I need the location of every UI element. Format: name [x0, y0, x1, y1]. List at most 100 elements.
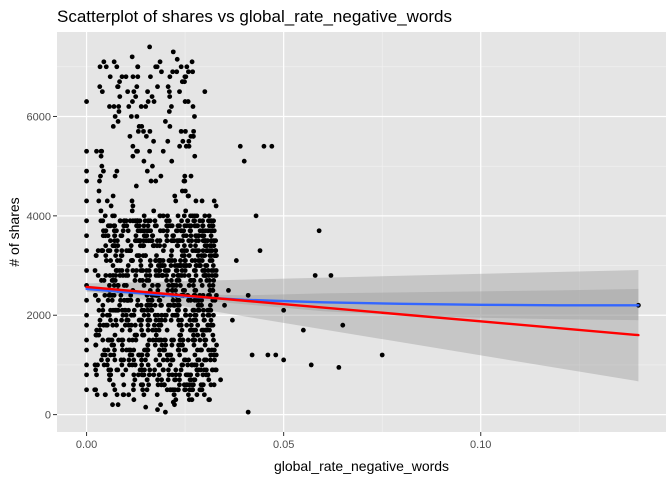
- data-point: [148, 74, 153, 80]
- data-point: [108, 258, 114, 263]
- data-point: [209, 223, 215, 229]
- data-point: [98, 148, 104, 154]
- trend-lines: [85, 285, 640, 337]
- data-point: [198, 278, 203, 283]
- data-point: [191, 307, 197, 313]
- data-point: [164, 238, 170, 244]
- data-point: [117, 302, 122, 308]
- data-point: [107, 283, 112, 288]
- data-point: [214, 292, 219, 298]
- data-point: [150, 243, 156, 249]
- data-point: [185, 218, 190, 224]
- data-point: [145, 297, 151, 303]
- data-point: [125, 228, 131, 234]
- data-point: [157, 243, 163, 249]
- data-point: [113, 317, 119, 323]
- data-point: [211, 198, 217, 204]
- data-point: [168, 317, 174, 323]
- data-point: [119, 362, 125, 368]
- data-point: [160, 357, 166, 363]
- data-point: [131, 89, 137, 95]
- data-point: [139, 327, 145, 333]
- data-point: [110, 213, 116, 219]
- data-point: [113, 253, 119, 259]
- data-point: [118, 297, 123, 303]
- data-point: [141, 372, 147, 378]
- data-point: [109, 342, 115, 348]
- data-point: [186, 253, 192, 259]
- data-point: [139, 307, 145, 313]
- data-point: [214, 342, 219, 348]
- data-point: [84, 268, 89, 273]
- data-point: [192, 223, 198, 229]
- data-point: [101, 362, 107, 368]
- data-point: [130, 218, 136, 224]
- data-point: [179, 327, 185, 333]
- data-point: [97, 327, 103, 333]
- data-point: [209, 367, 215, 373]
- data-point: [183, 312, 189, 318]
- data-point: [202, 243, 208, 249]
- data-point: [207, 397, 212, 403]
- data-point: [157, 352, 163, 358]
- data-point: [245, 409, 251, 415]
- data-point: [196, 357, 202, 363]
- data-point: [100, 307, 106, 313]
- data-point: [110, 402, 115, 408]
- data-point: [156, 317, 162, 323]
- data-point: [213, 238, 219, 244]
- data-point: [257, 248, 263, 254]
- data-point: [117, 94, 123, 99]
- data-point: [154, 392, 160, 398]
- data-point: [153, 337, 159, 343]
- data-point: [173, 287, 178, 293]
- x-axis-title: global_rate_negative_words: [274, 458, 449, 474]
- data-point: [191, 337, 197, 343]
- data-point: [119, 342, 125, 348]
- data-point: [125, 317, 131, 323]
- data-point: [162, 243, 167, 249]
- data-point: [158, 322, 164, 328]
- data-point: [213, 248, 219, 254]
- data-point: [212, 253, 217, 259]
- data-point: [156, 362, 162, 368]
- data-point: [131, 347, 137, 353]
- data-point: [150, 283, 155, 288]
- data-point: [134, 302, 140, 308]
- data-point: [147, 218, 153, 224]
- data-point: [202, 268, 208, 273]
- data-point: [208, 317, 214, 323]
- data-point: [195, 297, 201, 303]
- data-point: [153, 178, 159, 184]
- data-point: [141, 332, 147, 338]
- data-point: [379, 352, 385, 358]
- data-point: [170, 357, 176, 363]
- data-point: [191, 128, 197, 134]
- data-point: [146, 278, 152, 283]
- data-point: [166, 367, 171, 373]
- data-point: [138, 258, 143, 263]
- data-point: [153, 332, 159, 338]
- data-point: [201, 253, 206, 259]
- data-point: [111, 292, 117, 298]
- data-point: [194, 392, 200, 398]
- data-point: [206, 307, 212, 313]
- data-point: [96, 332, 102, 338]
- data-point: [114, 228, 119, 234]
- data-point: [158, 402, 163, 408]
- data-point: [340, 322, 346, 328]
- data-point: [211, 337, 216, 343]
- data-point: [209, 228, 215, 234]
- data-point: [186, 297, 191, 303]
- data-point: [119, 327, 125, 333]
- data-point: [312, 273, 318, 278]
- data-point: [206, 377, 212, 383]
- data-point: [134, 223, 139, 229]
- data-point: [98, 208, 104, 214]
- data-point: [129, 208, 135, 214]
- data-point: [209, 258, 215, 263]
- data-point: [199, 362, 205, 368]
- data-point: [156, 372, 162, 378]
- data-point: [193, 273, 199, 278]
- data-point: [112, 114, 118, 119]
